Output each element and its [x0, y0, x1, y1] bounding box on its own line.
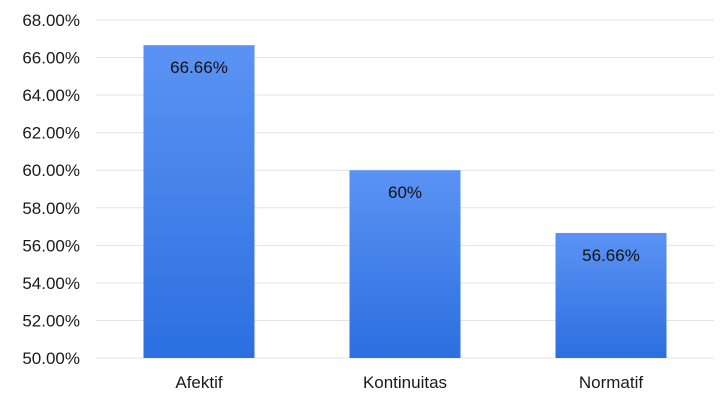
- y-tick-label: 54.00%: [22, 274, 80, 293]
- x-category-label: Normatif: [579, 373, 644, 392]
- bar-afektif: [143, 45, 255, 358]
- bar-normatif: [555, 232, 667, 358]
- x-category-label: Afektif: [175, 373, 223, 392]
- data-label: 56.66%: [582, 246, 640, 265]
- y-tick-label: 52.00%: [22, 311, 80, 330]
- y-axis-ticks: 50.00% 52.00% 54.00% 56.00% 58.00% 60.00% 62.0…: [22, 11, 80, 368]
- data-label: 66.66%: [170, 58, 228, 77]
- bars: [143, 45, 667, 358]
- y-tick-label: 68.00%: [22, 11, 80, 30]
- y-tick-label: 64.00%: [22, 86, 80, 105]
- y-tick-label: 62.00%: [22, 124, 80, 143]
- x-category-label: Kontinuitas: [363, 373, 447, 392]
- x-axis-categories: Afektif Kontinuitas Normatif: [175, 373, 643, 392]
- data-label: 60%: [388, 183, 422, 202]
- data-labels: 66.66% 60% 56.66%: [170, 58, 640, 265]
- y-tick-label: 50.00%: [22, 349, 80, 368]
- y-tick-label: 58.00%: [22, 199, 80, 218]
- y-tick-label: 60.00%: [22, 161, 80, 180]
- bar-kontinuitas: [349, 170, 461, 358]
- y-tick-label: 56.00%: [22, 236, 80, 255]
- y-tick-label: 66.00%: [22, 49, 80, 68]
